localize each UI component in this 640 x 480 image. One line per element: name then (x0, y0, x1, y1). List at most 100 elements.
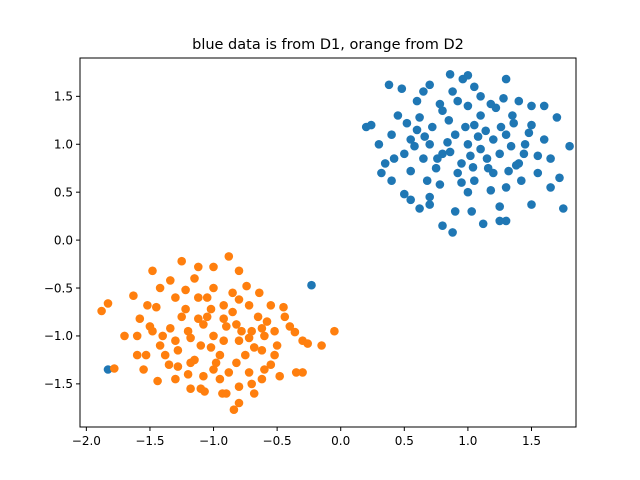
series-2-point-50 (234, 266, 244, 276)
series-2-point-65 (218, 389, 227, 398)
series-1-point-39 (546, 154, 555, 163)
series-1-point-40 (412, 96, 422, 106)
series-2-point-4 (234, 336, 244, 346)
series-2-point-46 (177, 256, 186, 266)
y-tick-label: −0.5 (44, 281, 73, 295)
series-1-point-81 (533, 151, 543, 161)
series-2-point-61 (260, 365, 269, 374)
series-2-point-42 (103, 299, 113, 308)
series-1-point-54 (552, 113, 562, 122)
series-1-point-92 (420, 132, 430, 141)
x-tick-label: −1.0 (199, 434, 228, 448)
series-1-point-88 (428, 122, 437, 132)
series-1-point-59 (527, 200, 536, 209)
series-2-point-103 (211, 358, 221, 368)
series-1-point-76 (453, 168, 463, 178)
series-1-point-107 (425, 80, 435, 90)
series-1-point-15 (412, 125, 422, 135)
x-tick-label: 1.5 (522, 434, 541, 448)
series-2-point-30 (266, 360, 276, 370)
series-2-point-98 (244, 368, 254, 377)
series-1-point-62 (478, 219, 488, 229)
series-2-point-63 (234, 382, 244, 392)
series-1-point-35 (476, 92, 485, 101)
series-1-point-75 (435, 180, 445, 189)
y-axis: −1.5 −1.0 −0.5 0.0 0.5 1.0 1.5 (44, 90, 80, 391)
series-1-point-77 (470, 176, 479, 185)
series-1-point-4 (489, 135, 498, 144)
series-2-point-47 (194, 262, 203, 272)
series-1-point-93 (433, 154, 442, 163)
series-2-point-90 (173, 346, 183, 355)
series-2-point-41 (97, 306, 106, 316)
series-1-point-94 (445, 147, 455, 157)
series-2-point-16 (158, 331, 167, 341)
series-1-point-22 (406, 135, 416, 144)
points-layer (97, 70, 574, 415)
series-2-point-105 (237, 326, 246, 336)
series-1-point-79 (504, 166, 513, 176)
series-1-point-33 (533, 168, 543, 178)
series-2-point-60 (275, 371, 285, 381)
series-2-point-34 (139, 365, 148, 374)
series-2-point-13 (241, 350, 250, 360)
series-2-point-83 (270, 350, 279, 360)
x-tick-label: 0.0 (331, 434, 350, 448)
series-2-point-19 (253, 312, 263, 322)
series-2-point-55 (290, 327, 300, 337)
series-1-point-109 (307, 280, 316, 290)
series-1-point-7 (457, 159, 466, 168)
series-2-point-27 (247, 379, 256, 389)
series-2-point-56 (303, 339, 313, 348)
series-2-point-49 (224, 252, 234, 261)
y-tick-label: 1.0 (54, 138, 73, 152)
series-1-point-44 (366, 120, 376, 130)
series-1-point-101 (483, 163, 493, 173)
series-2-point-84 (257, 324, 267, 333)
series-2-point-67 (186, 384, 195, 394)
series-1-point-42 (450, 207, 460, 216)
series-2-point-62 (249, 389, 259, 398)
series-2-point-69 (153, 376, 162, 386)
series-2-point-15 (260, 331, 269, 341)
series-1-point-60 (501, 216, 511, 226)
series-2-point-106 (249, 343, 259, 352)
series-2-point-86 (234, 295, 244, 304)
series-1-point-30 (387, 130, 396, 139)
series-1-point-100 (511, 161, 521, 170)
x-axis: −2.0 −1.5 −1.0 −0.5 0.0 0.5 1.0 1.5 (72, 427, 541, 448)
series-1-point-90 (402, 118, 412, 128)
series-1-point-2 (450, 130, 460, 139)
series-1-point-69 (400, 189, 409, 199)
series-2-point-40 (291, 368, 301, 377)
series-2-point-18 (215, 374, 225, 384)
series-1-point-104 (435, 99, 445, 109)
series-1-point-41 (514, 96, 524, 106)
series-1-point-51 (501, 74, 511, 84)
series-2-point-87 (219, 301, 228, 310)
series-2-point-66 (200, 387, 209, 396)
series-2-point-110 (270, 326, 279, 336)
x-tick-label: −1.5 (135, 434, 164, 448)
series-2-point-5 (183, 326, 193, 336)
series-2-point-29 (183, 370, 193, 379)
series-1-point-36 (425, 192, 435, 202)
series-1-point-105 (486, 99, 496, 109)
series-1-point-26 (400, 149, 409, 159)
y-tick-label: 0.5 (54, 185, 73, 199)
series-2-point-108 (155, 341, 165, 350)
series-1-point-11 (444, 116, 454, 125)
series-1-point-91 (410, 141, 419, 151)
series-1-point-17 (463, 101, 473, 111)
y-tick-label: 1.5 (54, 90, 73, 104)
series-2-point-81 (244, 333, 254, 343)
series-1-point-86 (461, 122, 470, 132)
series-2-point-78 (206, 304, 216, 314)
x-tick-label: 1.0 (458, 434, 477, 448)
series-2-point-52 (254, 288, 264, 298)
series-1-point-68 (406, 195, 416, 205)
series-2-point-95 (206, 343, 216, 352)
series-1-point-102 (468, 163, 478, 172)
series-2-point-54 (280, 312, 290, 322)
series-1-point-27 (463, 187, 473, 197)
